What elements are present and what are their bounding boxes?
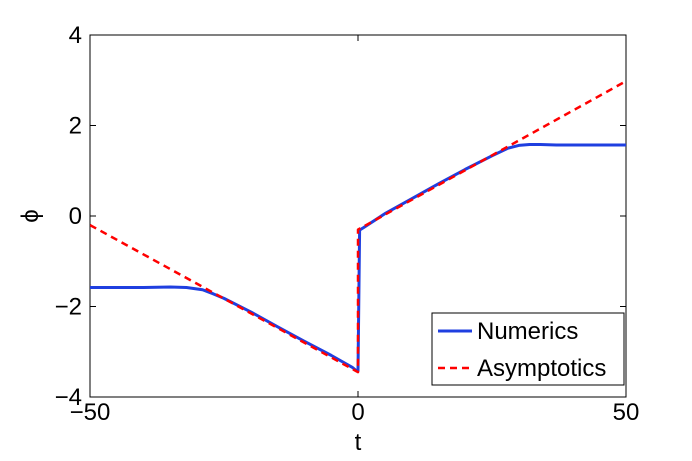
y-tick-label: 4 [69,22,82,49]
x-tick-label: 50 [613,399,640,426]
series-group [90,80,626,374]
x-tick-label: 0 [351,399,364,426]
y-tick-label: 2 [69,113,82,140]
series-line-asymptotics [90,80,626,374]
legend-label-asymptotics: Asymptotics [477,355,606,382]
y-tick-label: −4 [55,384,82,411]
x-axis-label: t [355,429,362,456]
y-axis-label: ϕ [17,209,44,222]
y-tick-label: −2 [55,294,82,321]
legend-box [431,312,625,386]
y-tick-label: 0 [69,203,82,230]
legend-label-numerics: Numerics [477,318,578,345]
legend: Numerics Asymptotics [431,312,625,386]
tick-labels: −50 0 50 −4 −2 0 2 4 [55,22,640,426]
x-tick-label: −50 [70,399,111,426]
axes [89,34,627,398]
